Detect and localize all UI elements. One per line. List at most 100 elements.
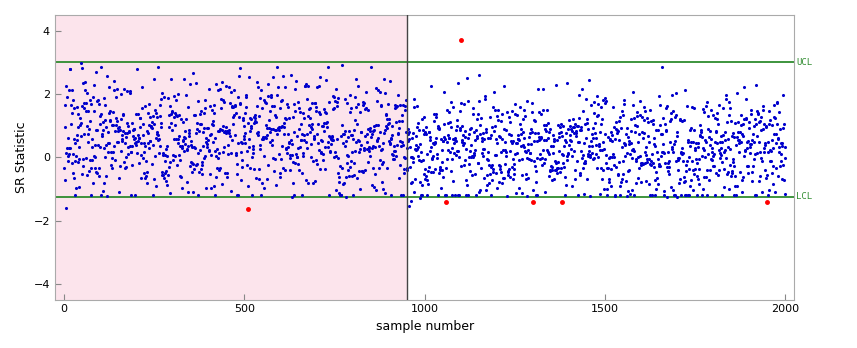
Point [751, 111, 764, 117]
Point [476, 139, 489, 144]
Point [672, 156, 686, 161]
Point [422, 129, 435, 135]
Point [293, 109, 307, 114]
Point [596, 168, 610, 173]
Point [760, 199, 774, 204]
Point [508, 112, 522, 117]
Point [493, 134, 506, 140]
Point [147, 192, 160, 198]
Point [117, 112, 130, 118]
Point [81, 90, 94, 95]
Point [456, 139, 470, 145]
Point [659, 127, 673, 132]
Point [237, 110, 251, 115]
Point [435, 159, 449, 165]
Point [676, 158, 690, 164]
Point [418, 129, 432, 134]
Point [297, 137, 311, 143]
Point [381, 166, 394, 171]
Point [265, 95, 279, 100]
Point [274, 124, 288, 130]
Point [358, 106, 372, 112]
Point [404, 198, 417, 204]
Point [748, 192, 762, 198]
Point [203, 103, 217, 109]
Point [324, 141, 338, 147]
Point [431, 126, 445, 131]
Point [204, 185, 218, 191]
Point [296, 171, 309, 176]
Point [348, 118, 362, 123]
Point [544, 164, 558, 169]
Point [213, 87, 226, 92]
Point [392, 125, 405, 130]
Point [249, 175, 262, 181]
Point [90, 171, 104, 176]
Point [429, 135, 443, 140]
Point [734, 112, 748, 117]
Point [514, 143, 528, 149]
Point [734, 131, 748, 136]
Point [440, 139, 454, 144]
Point [412, 128, 426, 133]
Point [477, 136, 491, 141]
Point [651, 127, 665, 132]
Point [730, 183, 744, 188]
Point [681, 192, 695, 198]
Point [599, 160, 613, 166]
Point [166, 157, 180, 163]
Point [445, 157, 458, 162]
Point [393, 102, 407, 108]
Point [502, 131, 516, 137]
Point [159, 178, 173, 183]
Point [75, 65, 89, 71]
Point [523, 130, 536, 135]
Point [243, 128, 257, 133]
Point [462, 131, 476, 137]
Point [289, 160, 303, 166]
Point [715, 145, 728, 151]
Point [368, 171, 381, 177]
Point [585, 143, 599, 149]
Point [773, 164, 787, 169]
Point [328, 98, 342, 104]
Point [638, 108, 651, 113]
Point [347, 160, 361, 166]
Point [67, 175, 81, 181]
Point [615, 176, 629, 182]
Point [451, 123, 464, 129]
Point [229, 152, 243, 158]
Point [519, 150, 533, 155]
Point [321, 139, 334, 145]
Point [563, 137, 577, 143]
Point [69, 153, 83, 159]
Point [189, 161, 203, 167]
Point [678, 87, 692, 93]
Point [103, 108, 117, 113]
Point [490, 113, 504, 119]
Point [209, 174, 223, 180]
Point [109, 122, 123, 128]
Point [259, 122, 273, 128]
Point [397, 192, 411, 198]
Point [292, 106, 306, 111]
Point [668, 192, 682, 198]
Point [161, 172, 175, 178]
Point [311, 140, 325, 145]
Point [548, 139, 561, 144]
Point [631, 140, 644, 145]
Point [147, 176, 160, 182]
Point [195, 109, 208, 114]
Point [257, 185, 271, 191]
Point [704, 156, 717, 161]
Point [484, 164, 498, 169]
Point [590, 165, 604, 171]
Point [213, 165, 227, 171]
Point [584, 139, 597, 144]
Point [718, 130, 732, 135]
Point [144, 124, 158, 129]
Point [335, 165, 349, 171]
Point [539, 122, 553, 128]
Point [666, 147, 680, 152]
Point [390, 142, 404, 148]
